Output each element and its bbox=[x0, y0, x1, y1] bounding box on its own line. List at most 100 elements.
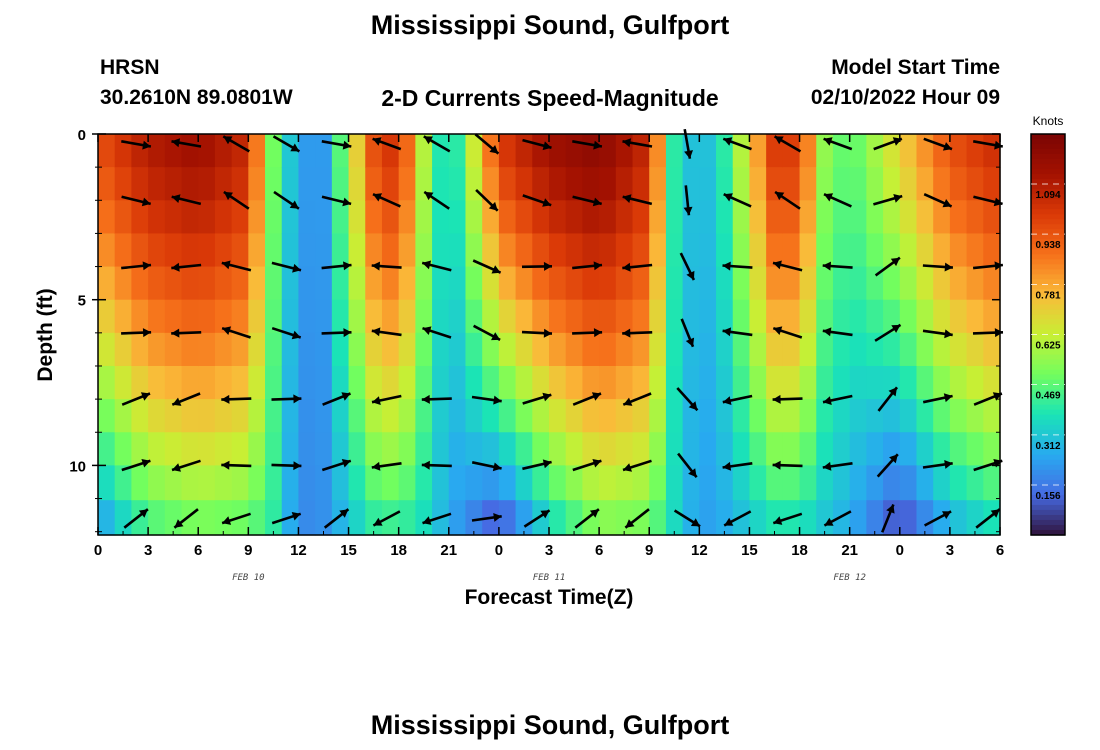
heatmap-cell bbox=[665, 134, 684, 168]
heatmap-cell bbox=[665, 399, 684, 433]
model-start-label: Model Start Time bbox=[831, 56, 1000, 79]
current-vector bbox=[121, 195, 152, 207]
vector-head bbox=[944, 329, 953, 339]
heatmap-cell bbox=[549, 500, 567, 536]
heatmap-cell bbox=[582, 432, 600, 466]
heatmap-cell bbox=[231, 167, 249, 201]
current-vector bbox=[221, 326, 252, 339]
current-vector bbox=[922, 329, 953, 339]
colorbar-segment bbox=[1031, 529, 1065, 536]
heatmap-cell bbox=[532, 432, 550, 466]
heatmap-cell bbox=[114, 299, 132, 334]
heatmap-cell bbox=[749, 465, 767, 501]
heatmap-cell bbox=[365, 200, 383, 235]
current-vector bbox=[922, 393, 953, 404]
heatmap-cell bbox=[298, 167, 316, 201]
heatmap-cell bbox=[682, 167, 700, 201]
current-vector bbox=[572, 261, 603, 271]
y-tick-label: 5 bbox=[78, 293, 86, 310]
heatmap-cell bbox=[682, 500, 700, 536]
vector-head bbox=[542, 392, 552, 402]
heatmap-cell bbox=[582, 500, 600, 536]
heatmap-cell bbox=[315, 266, 333, 301]
heatmap-cell bbox=[632, 500, 650, 536]
colorbar-segment bbox=[1031, 434, 1065, 441]
heatmap-cell bbox=[682, 432, 700, 466]
current-vector bbox=[223, 190, 250, 210]
colorbar-segment bbox=[1031, 134, 1065, 140]
heatmap-cell bbox=[315, 432, 333, 466]
heatmap-cell bbox=[281, 200, 300, 235]
current-vector bbox=[622, 459, 652, 472]
x-tick-label: 6 bbox=[595, 542, 603, 559]
heatmap-cell bbox=[131, 365, 149, 400]
heatmap-cell bbox=[832, 299, 851, 334]
x-date-label: FEB 10 bbox=[232, 573, 265, 583]
heatmap-cell bbox=[782, 399, 801, 433]
heatmap-cell bbox=[181, 134, 199, 168]
heatmap-cell bbox=[331, 233, 350, 268]
heatmap-cell bbox=[832, 465, 851, 501]
heatmap-cell bbox=[515, 399, 533, 433]
current-vector bbox=[322, 392, 351, 406]
vector-head bbox=[593, 328, 603, 338]
heatmap-cell bbox=[248, 465, 266, 501]
vector-head bbox=[591, 392, 601, 401]
vector-head bbox=[625, 519, 635, 528]
vector-head bbox=[690, 518, 701, 527]
heatmap-cell bbox=[899, 432, 918, 466]
heatmap-cell bbox=[732, 299, 751, 334]
heatmap-cell bbox=[515, 332, 533, 367]
current-vector bbox=[221, 512, 252, 525]
heatmap-cell bbox=[365, 233, 383, 268]
colorbar-segment bbox=[1031, 354, 1065, 361]
current-vector bbox=[121, 392, 151, 406]
current-vector bbox=[723, 510, 752, 527]
heatmap-cell bbox=[198, 365, 216, 400]
model-start-value: 02/10/2022 Hour 09 bbox=[810, 86, 1000, 109]
heatmap-cell bbox=[849, 233, 867, 268]
heatmap-cell bbox=[348, 365, 366, 400]
vector-head bbox=[622, 262, 631, 272]
heatmap-cell bbox=[214, 432, 233, 466]
heatmap-cell bbox=[532, 299, 550, 334]
vector-head bbox=[371, 261, 380, 271]
heatmap-cell bbox=[732, 465, 751, 501]
heatmap-cell bbox=[599, 167, 617, 201]
heatmap-cell bbox=[381, 134, 400, 168]
current-vector bbox=[572, 140, 603, 150]
heatmap-cell bbox=[164, 399, 183, 433]
heatmap-cell bbox=[181, 167, 199, 201]
x-tick-label: 12 bbox=[290, 542, 307, 559]
heatmap-cell bbox=[749, 365, 767, 400]
vector-head bbox=[773, 326, 783, 335]
heatmap-cell bbox=[782, 266, 801, 301]
heatmap-cell bbox=[832, 332, 851, 367]
heatmap-cell bbox=[432, 167, 450, 201]
vector-head bbox=[373, 517, 383, 526]
heatmap-cell bbox=[949, 500, 968, 536]
current-vector bbox=[622, 392, 652, 406]
heatmap-cell bbox=[949, 465, 968, 501]
heatmap-cell bbox=[799, 200, 817, 235]
heatmap-cell bbox=[632, 134, 650, 168]
current-vector bbox=[321, 140, 352, 150]
heatmap-cell bbox=[665, 233, 684, 268]
heatmap-cell bbox=[298, 299, 316, 334]
heatmap-cell bbox=[849, 365, 867, 400]
x-axis-label: Forecast Time(Z) bbox=[465, 586, 634, 609]
heatmap-cell bbox=[582, 200, 600, 235]
colorbar-segment bbox=[1031, 224, 1065, 230]
heatmap-cell bbox=[248, 432, 266, 466]
vector-head bbox=[491, 332, 501, 341]
vector-head bbox=[372, 396, 381, 405]
heatmap-cell bbox=[849, 266, 867, 301]
heatmap-cell bbox=[966, 365, 984, 400]
vector-head bbox=[293, 461, 302, 471]
vector-head bbox=[622, 328, 631, 338]
current-vector bbox=[321, 459, 352, 472]
heatmap-cell bbox=[515, 500, 533, 536]
heatmap-cell bbox=[482, 465, 500, 501]
heatmap-cell bbox=[315, 299, 333, 334]
vector-head bbox=[171, 262, 180, 272]
